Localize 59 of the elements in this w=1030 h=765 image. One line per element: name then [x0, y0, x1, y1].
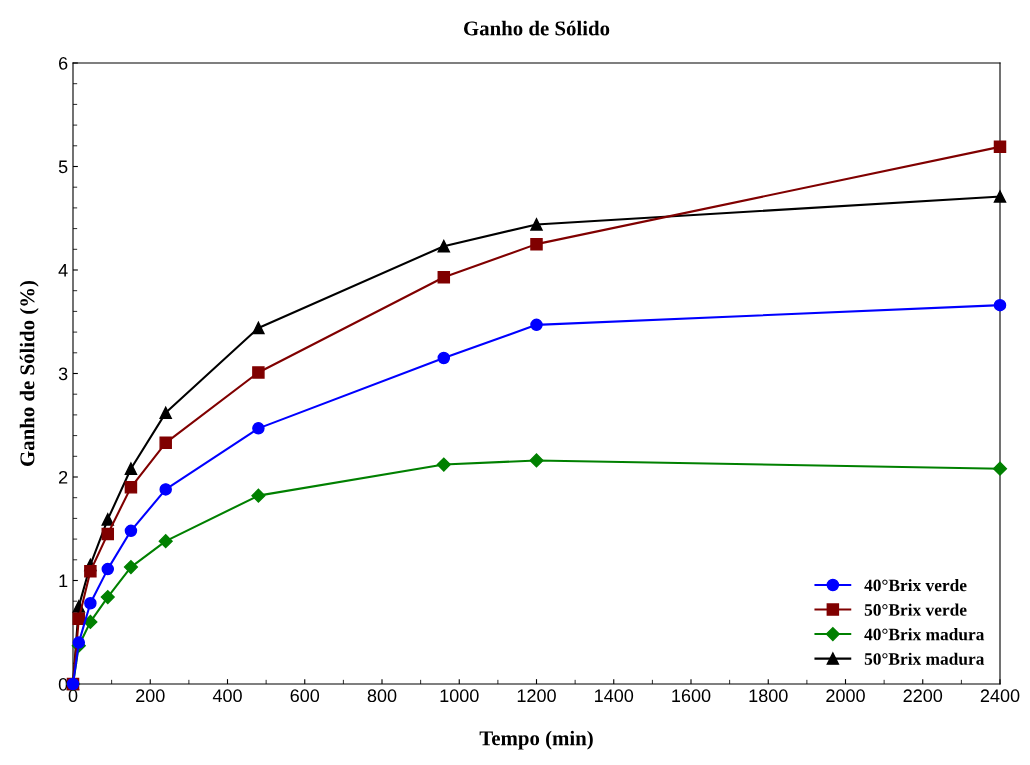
point: [101, 513, 115, 526]
point: [158, 534, 173, 549]
point: [159, 406, 172, 420]
point: [529, 453, 544, 468]
point: [530, 237, 543, 251]
point: [159, 436, 172, 450]
point: [84, 597, 97, 610]
point: [72, 612, 86, 626]
point: [252, 366, 265, 379]
point: [530, 318, 543, 332]
point: [252, 321, 265, 335]
y-tick-label: 3: [58, 367, 68, 381]
x-axis-title: Tempo (min): [479, 730, 593, 750]
x-tick-label: 200: [136, 689, 165, 703]
point: [124, 481, 138, 494]
point: [100, 589, 115, 605]
legend-label: 40°Brix verde: [864, 579, 967, 592]
point: [993, 140, 1007, 154]
point: [437, 239, 451, 253]
x-tick-label: 2400: [980, 689, 1020, 703]
y-tick-label: 5: [58, 160, 68, 174]
point: [251, 488, 266, 503]
y-tick-label: 0: [58, 677, 68, 691]
point: [436, 457, 451, 472]
legend-label: 50°Brix madura: [864, 652, 985, 665]
legend-label: 40°Brix madura: [864, 628, 985, 641]
legend-label: 50°Brix verde: [864, 603, 967, 616]
y-tick-label: 4: [58, 264, 68, 277]
point: [252, 422, 265, 435]
x-tick-label: 600: [290, 689, 320, 703]
x-tick-label: 1400: [595, 689, 634, 703]
point: [993, 298, 1007, 312]
point: [101, 527, 115, 541]
chart-title: Ganho de Sólido: [464, 20, 610, 36]
point: [84, 564, 97, 578]
point: [992, 461, 1008, 476]
y-tick-label: 1: [59, 574, 68, 588]
x-tick-label: 2000: [826, 689, 865, 703]
y-axis-title: Ganho de Sólido (%): [19, 280, 39, 466]
point: [437, 270, 451, 284]
x-tick-label: 2200: [903, 689, 943, 703]
x-tick-label: 1800: [749, 689, 788, 703]
x-tick-label: 0: [68, 689, 78, 703]
point: [124, 524, 138, 538]
x-tick-label: 400: [212, 689, 242, 703]
point: [159, 483, 172, 496]
point: [530, 218, 543, 231]
point: [124, 462, 138, 475]
x-tick-label: 1200: [517, 689, 556, 703]
y-tick-label: 2: [59, 470, 68, 484]
point: [993, 190, 1007, 203]
x-tick-label: 1600: [672, 689, 711, 703]
x-tick-label: 800: [367, 689, 397, 703]
x-tick-label: 1000: [440, 689, 479, 703]
point: [123, 559, 139, 575]
point: [437, 351, 451, 365]
point: [72, 636, 86, 649]
point: [101, 562, 115, 576]
y-tick-label: 6: [59, 56, 68, 70]
